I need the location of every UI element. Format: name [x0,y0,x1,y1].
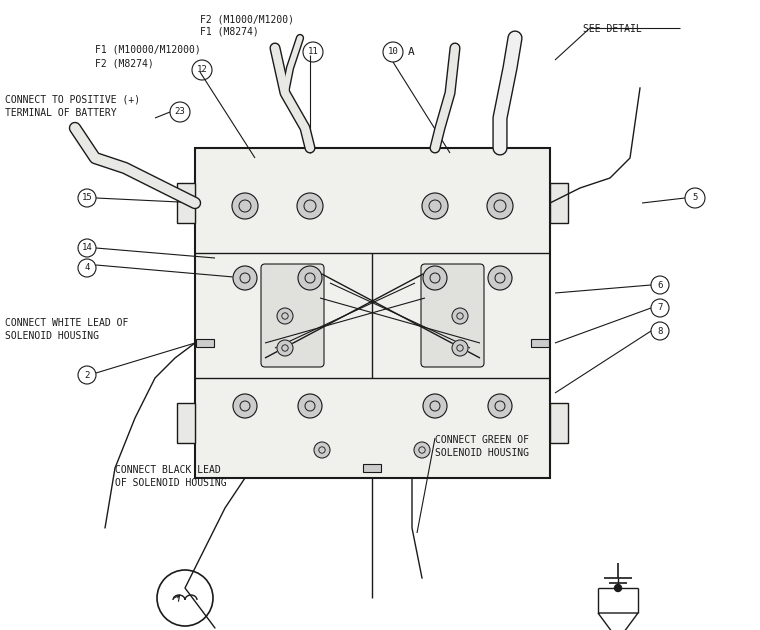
Circle shape [414,442,430,458]
Circle shape [277,308,293,324]
Circle shape [314,442,330,458]
Circle shape [298,266,322,290]
Text: 2: 2 [84,370,90,379]
Text: F2 (M1000/M1200): F2 (M1000/M1200) [200,14,294,24]
Text: F2 (M8274): F2 (M8274) [95,58,154,68]
Text: F1 (M10000/M12000): F1 (M10000/M12000) [95,45,201,55]
Bar [196,339,214,347]
Circle shape [277,340,293,356]
Circle shape [488,266,512,290]
Text: SOLENOID HOUSING: SOLENOID HOUSING [435,448,529,458]
Circle shape [298,394,322,418]
Text: CONNECT GREEN OF: CONNECT GREEN OF [435,435,529,445]
Text: 12: 12 [197,66,207,74]
Circle shape [232,193,258,219]
Circle shape [297,193,323,219]
Circle shape [615,585,622,592]
Circle shape [487,193,513,219]
Text: CONNECT WHITE LEAD OF: CONNECT WHITE LEAD OF [5,318,128,328]
Text: TERMINAL OF BATTERY: TERMINAL OF BATTERY [5,108,116,118]
Text: 15: 15 [81,193,93,202]
Text: 6: 6 [657,280,663,290]
Text: 11: 11 [308,47,318,57]
Circle shape [423,266,447,290]
Circle shape [488,394,512,418]
Bar [531,339,549,347]
Bar [195,148,550,478]
Polygon shape [177,403,195,443]
Text: F1 (M8274): F1 (M8274) [200,27,258,37]
Circle shape [233,266,257,290]
Polygon shape [550,183,568,223]
Text: 10: 10 [388,47,398,57]
Text: CONNECT TO POSITIVE (+): CONNECT TO POSITIVE (+) [5,95,140,105]
Text: A: A [408,47,415,57]
Text: 7: 7 [657,304,663,312]
Text: 14: 14 [81,244,93,253]
Text: SEE DETAIL: SEE DETAIL [583,24,641,34]
Circle shape [422,193,448,219]
Polygon shape [550,403,568,443]
Circle shape [423,394,447,418]
Text: OF SOLENOID HOUSING: OF SOLENOID HOUSING [115,478,226,488]
Text: SOLENOID HOUSING: SOLENOID HOUSING [5,331,99,341]
Text: 23: 23 [175,108,185,117]
Text: 8: 8 [657,326,663,336]
FancyBboxPatch shape [421,264,484,367]
Text: CONNECT BLACK LEAD: CONNECT BLACK LEAD [115,465,220,475]
Circle shape [233,394,257,418]
Circle shape [452,308,468,324]
Text: 4: 4 [84,263,90,273]
Polygon shape [177,183,195,223]
Bar [363,464,381,472]
Text: 5: 5 [692,193,698,202]
FancyBboxPatch shape [261,264,324,367]
Circle shape [452,340,468,356]
